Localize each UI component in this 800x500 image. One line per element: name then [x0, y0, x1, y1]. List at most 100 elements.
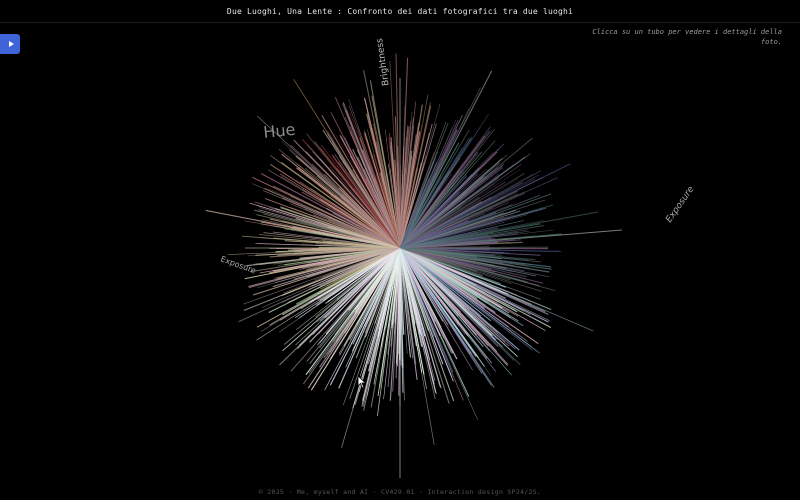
photo-tube[interactable]	[399, 211, 599, 249]
photo-tube[interactable]	[305, 151, 401, 249]
photo-tube[interactable]	[371, 95, 401, 249]
photo-tube[interactable]	[399, 247, 421, 326]
photo-tube[interactable]	[293, 247, 401, 280]
photo-tube[interactable]	[399, 132, 419, 249]
photo-tube[interactable]	[327, 247, 401, 303]
photo-tube[interactable]	[295, 247, 401, 331]
photo-tube[interactable]	[263, 232, 401, 249]
photo-tube[interactable]	[399, 168, 487, 249]
photo-tube[interactable]	[356, 247, 401, 325]
photo-tube[interactable]	[399, 173, 479, 249]
photo-tube[interactable]	[329, 166, 401, 249]
photo-tube[interactable]	[399, 111, 413, 249]
photo-tube[interactable]	[399, 247, 470, 310]
photo-tube[interactable]	[283, 247, 401, 345]
photo-tube[interactable]	[398, 247, 401, 396]
photo-tube[interactable]	[399, 238, 493, 249]
photo-tube[interactable]	[334, 247, 401, 335]
photo-tube[interactable]	[354, 247, 401, 405]
photo-tube[interactable]	[399, 123, 433, 249]
photo-tube[interactable]	[399, 190, 518, 249]
photo-tube[interactable]	[332, 247, 401, 296]
photo-tube[interactable]	[399, 247, 450, 404]
photo-tube[interactable]	[399, 168, 417, 249]
photo-tube[interactable]	[399, 162, 500, 249]
photo-tube[interactable]	[300, 247, 401, 310]
photo-tube[interactable]	[399, 247, 441, 337]
photo-tube[interactable]	[327, 133, 401, 249]
photo-tube[interactable]	[399, 225, 544, 249]
photo-tube[interactable]	[399, 183, 495, 249]
photo-tube[interactable]	[399, 177, 460, 249]
photo-tube[interactable]	[399, 247, 536, 261]
photo-tube[interactable]	[399, 247, 512, 376]
photo-tube[interactable]	[274, 247, 401, 279]
photo-tube[interactable]	[349, 247, 401, 400]
photo-tube[interactable]	[399, 137, 473, 249]
photo-tube[interactable]	[288, 149, 401, 249]
photo-tube[interactable]	[399, 174, 539, 249]
photo-tube[interactable]	[399, 241, 498, 249]
photo-tube[interactable]	[256, 247, 401, 289]
photo-tube[interactable]	[399, 247, 455, 301]
photo-tube[interactable]	[395, 247, 401, 379]
photo-tube[interactable]	[399, 247, 461, 334]
photo-tube[interactable]	[399, 163, 505, 249]
photo-tube[interactable]	[399, 220, 525, 249]
photo-tube[interactable]	[326, 245, 401, 249]
photo-tube[interactable]	[280, 206, 401, 249]
photo-tube[interactable]	[399, 129, 470, 249]
photo-tube[interactable]	[399, 247, 492, 270]
photo-tube[interactable]	[290, 207, 401, 249]
photo-tube[interactable]	[399, 209, 517, 249]
photo-tube[interactable]	[373, 247, 401, 385]
photo-tube[interactable]	[344, 137, 401, 249]
photo-tube[interactable]	[299, 157, 401, 249]
photo-tube[interactable]	[399, 247, 499, 347]
photo-tube[interactable]	[311, 247, 401, 391]
photo-tube[interactable]	[269, 163, 401, 249]
photo-tube[interactable]	[311, 163, 401, 249]
photo-tube[interactable]	[365, 247, 401, 338]
photo-tube[interactable]	[320, 144, 401, 249]
photo-tube[interactable]	[399, 105, 405, 249]
photo-tube[interactable]	[331, 202, 401, 249]
photo-tube[interactable]	[399, 247, 539, 345]
photo-tube[interactable]	[329, 247, 401, 386]
photo-tube[interactable]	[341, 185, 401, 249]
photo-tube[interactable]	[399, 247, 428, 390]
photo-tube[interactable]	[308, 247, 401, 374]
photo-tube[interactable]	[399, 247, 507, 269]
photo-tube[interactable]	[325, 207, 401, 249]
photo-tube[interactable]	[282, 197, 401, 249]
photo-tube[interactable]	[392, 159, 401, 249]
photo-tube[interactable]	[319, 247, 401, 349]
photo-tube[interactable]	[399, 247, 478, 304]
photo-tube[interactable]	[399, 247, 451, 332]
sidebar-toggle-button[interactable]	[0, 34, 20, 54]
photo-tube[interactable]	[399, 247, 519, 317]
photo-tube[interactable]	[399, 247, 452, 376]
tube-bundle[interactable]	[205, 53, 599, 448]
photo-tube[interactable]	[399, 247, 442, 328]
photo-tube[interactable]	[360, 158, 401, 249]
photo-tube[interactable]	[399, 173, 525, 249]
photo-tube[interactable]	[377, 247, 401, 349]
photo-tube[interactable]	[281, 140, 401, 249]
photo-tube[interactable]	[399, 207, 494, 249]
photo-tube[interactable]	[399, 247, 510, 250]
photo-tube[interactable]	[323, 180, 401, 249]
photo-tube[interactable]	[379, 247, 401, 388]
photo-tube[interactable]	[399, 247, 405, 335]
photo-tube[interactable]	[306, 133, 401, 249]
photo-tube[interactable]	[338, 247, 401, 389]
photo-tube[interactable]	[243, 247, 401, 311]
photo-tube[interactable]	[399, 170, 542, 249]
photo-tube[interactable]	[394, 247, 401, 324]
photo-tube[interactable]	[399, 247, 551, 322]
photo-tube[interactable]	[399, 151, 494, 249]
photo-tube[interactable]	[309, 247, 401, 288]
photo-tube[interactable]	[399, 247, 430, 331]
photo-tube[interactable]	[313, 231, 401, 249]
photo-tube[interactable]	[399, 247, 552, 328]
